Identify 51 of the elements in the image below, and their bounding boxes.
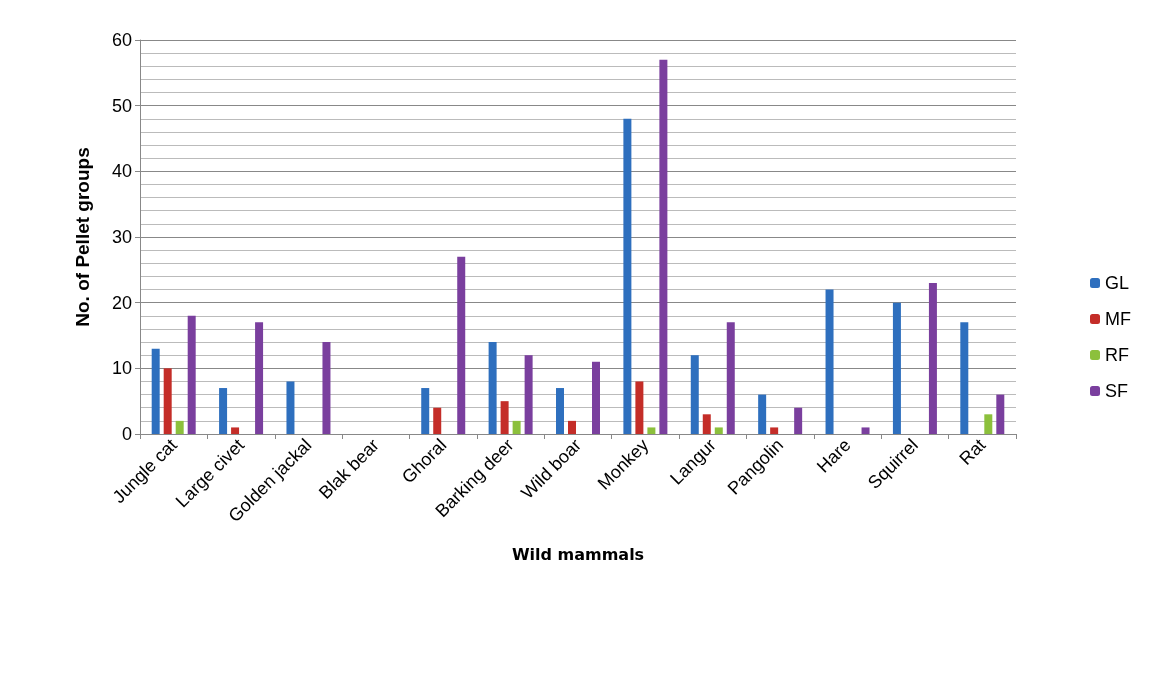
bar <box>175 420 184 434</box>
bar <box>151 348 160 434</box>
bar <box>647 427 656 434</box>
bar <box>659 59 668 434</box>
legend-label: MF <box>1105 309 1132 329</box>
legend-label: SF <box>1105 381 1129 401</box>
bar <box>286 381 295 434</box>
bar <box>255 322 264 434</box>
y-tick-label: 50 <box>111 95 132 116</box>
bar <box>996 394 1005 434</box>
bar <box>231 427 240 434</box>
x-tick-label: Rat <box>955 434 990 469</box>
bar <box>861 427 870 434</box>
bar <box>714 427 723 434</box>
legend-label: GL <box>1105 273 1130 293</box>
bar <box>500 401 509 434</box>
bar <box>568 420 576 434</box>
bar <box>556 388 564 434</box>
bar <box>635 381 644 434</box>
bar <box>488 342 497 434</box>
y-axis-title: No. of Pellet groups <box>72 147 93 327</box>
bar <box>726 322 735 434</box>
y-tick-label: 40 <box>111 161 132 182</box>
bar <box>457 256 466 434</box>
bar <box>794 407 803 434</box>
bar <box>433 407 442 434</box>
bar <box>960 322 969 434</box>
bar <box>421 388 430 434</box>
bar <box>984 414 993 434</box>
bar <box>690 355 699 434</box>
bar <box>770 427 779 434</box>
bar <box>623 118 632 434</box>
bar <box>592 361 600 434</box>
bar <box>702 414 711 434</box>
bar <box>928 282 937 434</box>
bar <box>187 315 196 434</box>
bar <box>219 388 228 434</box>
y-tick-label: 20 <box>111 292 132 313</box>
y-tick-label: 30 <box>111 227 132 247</box>
bar <box>322 342 331 434</box>
legend-label: RF <box>1105 345 1130 365</box>
bar <box>512 420 521 434</box>
y-tick-label: 10 <box>111 358 132 379</box>
x-axis-title: Wild mammals <box>511 544 645 564</box>
y-tick-label: 0 <box>121 424 132 444</box>
bar <box>524 355 533 434</box>
bar <box>163 368 172 434</box>
y-tick-label: 60 <box>111 30 132 50</box>
bar <box>825 289 834 434</box>
bar <box>892 302 901 434</box>
bar <box>758 394 767 434</box>
